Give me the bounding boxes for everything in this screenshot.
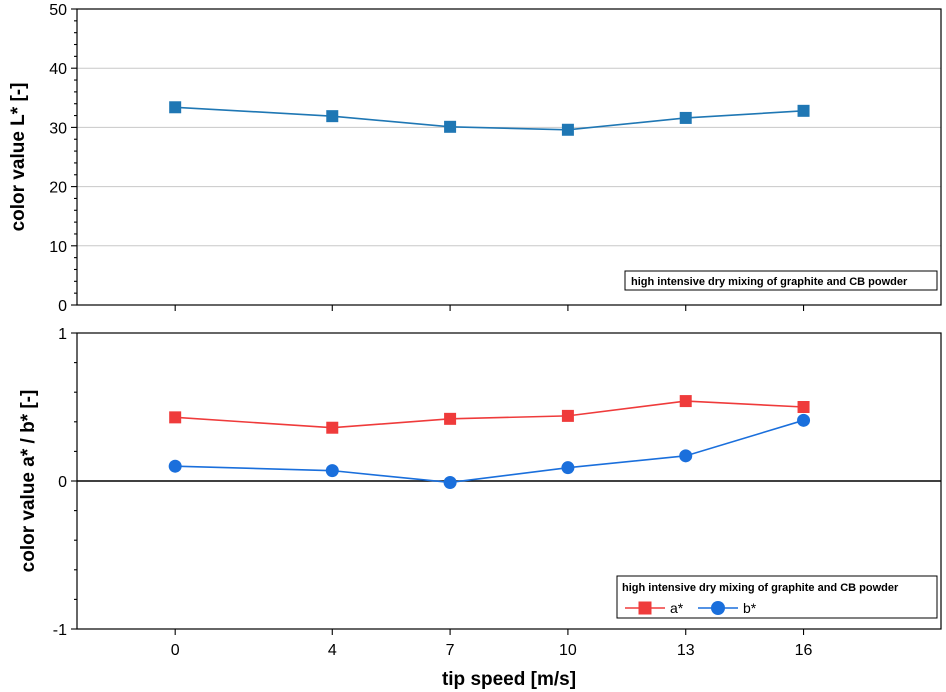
bottom-panel: -1 0 1 0 4 7 10 13 16 color value a* / b* [-] h…	[18, 326, 942, 659]
legend-label-b*: b*	[743, 600, 757, 616]
top-point-0-0	[169, 101, 182, 114]
bottom-legend: high intensive dry mixing of graphite an…	[616, 575, 938, 619]
bottom-legend-items: a* b*	[625, 600, 757, 616]
bottom-point-b*-2	[443, 475, 457, 489]
x-tick-label-3: 10	[559, 642, 577, 659]
top-gridlines	[77, 67, 941, 247]
top-point-0-5	[797, 104, 810, 117]
bottom-y-axis-title: color value a* / b* [-]	[18, 390, 39, 573]
x-tick-label-0: 0	[171, 642, 180, 659]
top-y-tick-label-1: 10	[49, 239, 67, 256]
x-tick-label-4: 13	[677, 642, 695, 659]
bottom-point-b*-5	[797, 413, 811, 427]
bottom-series-line-a*	[175, 400, 804, 429]
bottom-legend-title: high intensive dry mixing of graphite an…	[622, 582, 899, 594]
x-axis-title: tip speed [m/s]	[442, 669, 576, 690]
legend-marker-b*	[711, 601, 725, 615]
bottom-y-ticks: -1 0 1	[53, 326, 77, 639]
top-y-tick-label-4: 40	[49, 61, 67, 78]
top-x-ticks	[174, 305, 805, 311]
bottom-point-a*-0	[169, 411, 182, 424]
top-legend-title: high intensive dry mixing of graphite an…	[631, 276, 908, 288]
top-y-tick-label-3: 30	[49, 120, 67, 137]
top-point-0-1	[326, 110, 339, 123]
bottom-series-markers	[168, 395, 811, 489]
top-y-tick-label-2: 20	[49, 180, 67, 197]
bottom-point-a*-5	[797, 401, 810, 413]
top-panel: 0 10 20 30 40 50 color value L* [-] high inte…	[8, 2, 942, 315]
top-point-0-4	[679, 111, 692, 124]
top-point-0-2	[444, 120, 457, 133]
bottom-point-b*-1	[325, 464, 339, 478]
top-legend: high intensive dry mixing of graphite an…	[624, 270, 938, 291]
top-series-lines	[175, 106, 804, 131]
top-y-tick-label-0: 0	[58, 298, 67, 315]
top-series-markers	[169, 101, 810, 136]
top-y-axis-title: color value L* [-]	[8, 83, 29, 232]
bottom-point-b*-4	[679, 449, 693, 463]
bottom-y-tick-label-0: -1	[53, 622, 67, 639]
bottom-point-b*-3	[561, 461, 575, 475]
bottom-point-a*-2	[444, 412, 457, 425]
bottom-plot-frame	[76, 332, 942, 630]
bottom-point-a*-1	[326, 421, 339, 434]
x-tick-label-5: 16	[795, 642, 813, 659]
top-series-line-0	[175, 106, 804, 131]
bottom-x-ticks: 0 4 7 10 13 16	[171, 629, 813, 659]
bottom-point-a*-4	[679, 395, 692, 408]
legend-marker-a*	[638, 601, 652, 615]
top-y-tick-label-5: 50	[49, 2, 67, 19]
x-tick-label-2: 7	[446, 642, 455, 659]
bottom-series-lines	[175, 400, 804, 484]
top-plot-frame	[76, 8, 942, 306]
bottom-legend-box	[616, 575, 938, 619]
bottom-y-tick-label-2: 1	[58, 326, 67, 343]
bottom-point-b*-0	[168, 459, 182, 473]
top-point-0-3	[561, 123, 574, 136]
top-y-ticks: 0 10 20 30 40 50	[49, 2, 77, 315]
bottom-y-tick-label-1: 0	[58, 474, 67, 491]
bottom-series-line-b*	[175, 419, 804, 484]
legend-label-a*: a*	[670, 600, 684, 616]
top-legend-box	[624, 270, 938, 291]
x-tick-label-1: 4	[328, 642, 337, 659]
bottom-point-a*-3	[561, 409, 574, 422]
